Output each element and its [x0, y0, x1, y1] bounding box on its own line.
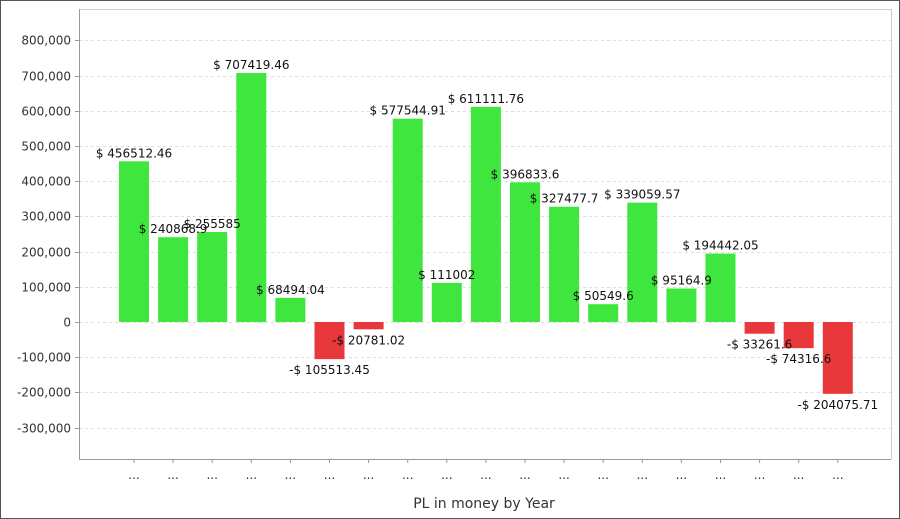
bar [119, 161, 149, 322]
data-label: $ 456512.46 [96, 146, 172, 160]
bar [705, 253, 736, 322]
x-tick-label: ... [715, 468, 726, 482]
data-label: -$ 105513.45 [289, 363, 370, 377]
x-tick-label: ... [363, 468, 374, 482]
bar [666, 288, 697, 322]
bars [119, 72, 853, 394]
data-label: $ 95164.9 [651, 274, 712, 288]
data-label: $ 240868.9 [139, 222, 208, 236]
bar [510, 182, 540, 322]
x-tick-label: ... [441, 468, 452, 482]
y-tick-label: 800,000 [21, 34, 71, 48]
x-axis-title: PL in money by Year [413, 496, 555, 512]
data-label: $ 707419.46 [213, 58, 289, 72]
x-tick-label: ... [402, 468, 413, 482]
bar [549, 206, 580, 322]
x-tick-label: ... [206, 468, 217, 482]
x-tick-label: ... [246, 468, 257, 482]
x-tick-label: ... [167, 468, 178, 482]
y-tick-label: -300,000 [17, 422, 71, 436]
grid-lines [79, 9, 892, 459]
y-tick-label: 100,000 [21, 281, 71, 295]
x-tick-label: ... [480, 468, 491, 482]
data-label: $ 611111.76 [448, 92, 524, 106]
data-label: $ 68494.04 [256, 283, 325, 297]
data-labels: $ 456512.46 $ 240868.9$ 255585 $ 707419.46… [96, 58, 878, 412]
x-tick-label: ... [558, 468, 569, 482]
x-tick-label: ... [324, 468, 335, 482]
bar [314, 322, 345, 360]
bar [783, 322, 814, 349]
y-tick-label: 600,000 [21, 105, 71, 119]
y-axis: -300,000 -200,000 -100,000 0 100,000 200,000 3… [17, 9, 80, 459]
x-tick-label: ... [832, 468, 843, 482]
y-tick-label: 0 [63, 316, 71, 330]
data-label: -$ 33261.6 [727, 338, 792, 352]
x-tick-label: ... [597, 468, 608, 482]
data-label: $ 194442.05 [682, 239, 758, 253]
bar [431, 282, 462, 322]
y-tick-label: -100,000 [17, 351, 71, 365]
y-tick-label: 400,000 [21, 175, 71, 189]
x-tick-label: ... [285, 468, 296, 482]
y-tick-label: 200,000 [21, 246, 71, 260]
data-label: $ 339059.57 [604, 188, 680, 202]
bar [744, 322, 775, 334]
y-tick-label: -200,000 [17, 386, 71, 400]
bar [353, 322, 384, 330]
bar [275, 297, 306, 322]
bar [822, 322, 853, 394]
x-tick-label: ... [793, 468, 804, 482]
bar [627, 202, 658, 322]
data-label: $ 327477.7 [530, 192, 599, 206]
bar [392, 118, 423, 322]
x-tick-label: ... [676, 468, 687, 482]
bar [470, 106, 501, 322]
y-tick-label: 700,000 [21, 70, 71, 84]
x-tick-label: ... [519, 468, 530, 482]
bar [588, 304, 619, 322]
x-tick-label: ... [128, 468, 139, 482]
data-label: -$ 20781.02 [332, 333, 405, 347]
data-label: $ 577544.91 [370, 104, 446, 118]
y-tick-label: 500,000 [21, 140, 71, 154]
data-label: $ 255585 [184, 217, 241, 231]
bar [158, 237, 189, 322]
data-label: $ 396833.6 [491, 167, 560, 181]
data-label: $ 50549.6 [573, 289, 634, 303]
data-label: $ 111002 [418, 268, 475, 282]
y-tick-label: 300,000 [21, 210, 71, 224]
data-label: -$ 204075.71 [797, 398, 878, 412]
bar [197, 232, 228, 322]
data-label: -$ 74316.6 [766, 352, 831, 366]
x-tick-label: ... [637, 468, 648, 482]
x-axis: ........................................… [79, 459, 891, 482]
x-tick-label: ... [754, 468, 765, 482]
bar [236, 72, 267, 323]
